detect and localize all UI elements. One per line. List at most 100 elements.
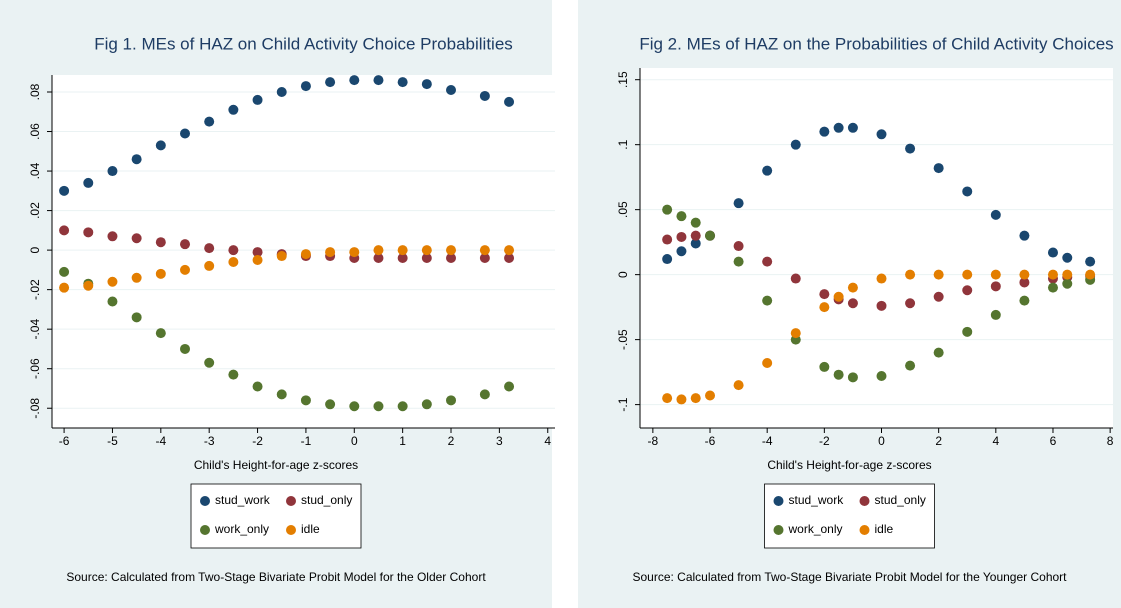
data-point bbox=[690, 238, 701, 249]
data-point bbox=[397, 245, 408, 256]
data-point bbox=[252, 94, 263, 105]
data-point bbox=[373, 253, 384, 264]
data-point bbox=[59, 225, 70, 236]
data-point bbox=[762, 358, 773, 369]
data-point bbox=[933, 347, 944, 358]
data-point bbox=[325, 247, 336, 258]
data-point bbox=[1019, 230, 1030, 241]
data-point bbox=[131, 233, 142, 244]
y-tick-label: .06 bbox=[28, 123, 42, 140]
legend-marker bbox=[286, 525, 296, 535]
data-point bbox=[204, 116, 215, 127]
data-point bbox=[373, 75, 384, 86]
y-tick-label: -.02 bbox=[28, 279, 42, 300]
y-tick-label: .02 bbox=[28, 202, 42, 219]
data-point bbox=[83, 227, 94, 238]
y-tick-label: .08 bbox=[28, 83, 42, 100]
y-tick-label: .1 bbox=[616, 139, 630, 149]
y-tick-label: -.05 bbox=[616, 329, 630, 350]
data-point bbox=[276, 389, 287, 400]
data-point bbox=[676, 211, 687, 222]
data-point bbox=[373, 245, 384, 256]
data-point bbox=[421, 245, 432, 256]
data-point bbox=[847, 298, 858, 309]
x-tick-label: -3 bbox=[204, 434, 215, 448]
data-point bbox=[905, 298, 916, 309]
data-point bbox=[228, 369, 239, 380]
x-tick-label: -6 bbox=[59, 434, 70, 448]
x-axis-title: Child's Height-for-age z-scores bbox=[767, 458, 931, 472]
data-point bbox=[504, 253, 515, 264]
legend-label: stud_work bbox=[789, 493, 845, 507]
legend-marker bbox=[859, 496, 870, 506]
data-point bbox=[155, 268, 166, 279]
data-point bbox=[252, 381, 263, 392]
data-point bbox=[819, 302, 830, 313]
data-point bbox=[662, 254, 673, 265]
data-point bbox=[762, 295, 773, 306]
data-point bbox=[676, 394, 687, 405]
data-point bbox=[204, 260, 215, 271]
data-point bbox=[300, 395, 311, 406]
data-point bbox=[300, 249, 311, 260]
chart-title: Fig 2. MEs of HAZ on the Probabilities o… bbox=[639, 34, 1113, 53]
legend-label: work_only bbox=[214, 522, 269, 536]
data-point bbox=[905, 269, 916, 280]
legend-marker bbox=[200, 525, 210, 535]
legend-label: idle bbox=[875, 522, 894, 536]
data-point bbox=[833, 291, 844, 302]
data-point bbox=[446, 395, 457, 406]
data-point bbox=[479, 245, 490, 256]
data-point bbox=[990, 209, 1001, 220]
source-note: Source: Calculated from Two-Stage Bivari… bbox=[66, 570, 486, 584]
data-point bbox=[990, 281, 1001, 292]
data-point bbox=[1085, 256, 1096, 267]
data-point bbox=[155, 237, 166, 248]
data-point bbox=[252, 254, 263, 265]
data-point bbox=[349, 401, 360, 412]
data-point bbox=[1047, 247, 1058, 258]
data-point bbox=[847, 122, 858, 133]
legend-label: stud_only bbox=[301, 493, 352, 507]
x-axis-title: Child's Height-for-age z-scores bbox=[194, 458, 358, 472]
data-point bbox=[676, 246, 687, 257]
x-tick-label: 3 bbox=[496, 434, 503, 448]
legend-label: idle bbox=[301, 522, 320, 536]
data-point bbox=[1047, 269, 1058, 280]
data-point bbox=[1047, 282, 1058, 293]
data-point bbox=[107, 276, 118, 287]
data-point bbox=[1019, 269, 1030, 280]
x-tick-label: 0 bbox=[351, 434, 358, 448]
data-point bbox=[155, 140, 166, 151]
y-tick-label: .05 bbox=[616, 201, 630, 218]
data-point bbox=[676, 231, 687, 242]
data-point bbox=[933, 163, 944, 174]
y-tick-label: -.1 bbox=[616, 397, 630, 411]
y-tick-label: 0 bbox=[616, 271, 630, 278]
data-point bbox=[446, 85, 457, 96]
data-point bbox=[876, 129, 887, 140]
data-point bbox=[790, 273, 801, 284]
x-tick-label: 0 bbox=[878, 434, 885, 448]
data-point bbox=[1062, 278, 1073, 289]
x-tick-label: -4 bbox=[762, 434, 773, 448]
data-point bbox=[705, 390, 716, 401]
y-tick-label: .15 bbox=[616, 71, 630, 88]
data-point bbox=[446, 253, 457, 264]
data-point bbox=[833, 122, 844, 133]
y-tick-label: .04 bbox=[28, 162, 42, 179]
data-point bbox=[690, 230, 701, 241]
data-point bbox=[349, 75, 360, 86]
x-tick-label: -2 bbox=[252, 434, 263, 448]
x-tick-label: -8 bbox=[648, 434, 659, 448]
data-point bbox=[847, 372, 858, 383]
data-point bbox=[276, 251, 287, 262]
legend-box bbox=[764, 483, 935, 549]
data-point bbox=[504, 245, 515, 256]
data-point bbox=[373, 401, 384, 412]
data-point bbox=[733, 256, 744, 267]
data-point bbox=[349, 247, 360, 258]
data-point bbox=[962, 326, 973, 337]
data-point bbox=[790, 139, 801, 150]
